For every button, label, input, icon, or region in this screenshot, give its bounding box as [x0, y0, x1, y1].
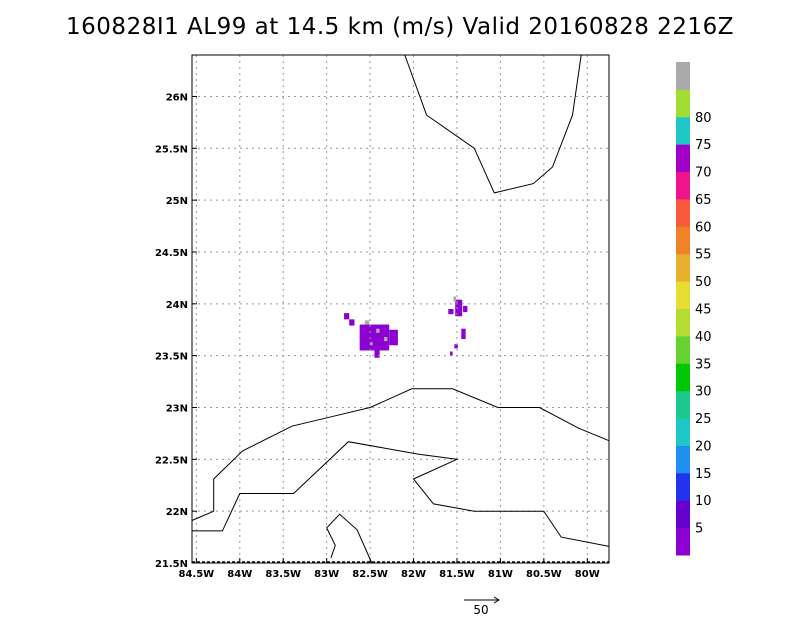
- colorbar-swatch-8: [676, 308, 690, 337]
- colorbar-swatch-2: [676, 472, 690, 501]
- colorbar-label-1: 10: [695, 494, 712, 509]
- velocity-cell-4: [374, 350, 380, 358]
- velocity-cell-10: [455, 299, 463, 317]
- colorbar-label-6: 35: [695, 357, 712, 372]
- colorbar-label-10: 55: [695, 248, 712, 263]
- colorbar-label-3: 20: [695, 439, 712, 454]
- colorbar-label-4: 25: [695, 412, 712, 427]
- coastlines: [191, 54, 610, 564]
- vector-key-label: 50: [473, 603, 488, 617]
- colorbar-swatch-13: [676, 171, 690, 200]
- colorbar: 5 10 15 20 25 30 35 40 45 50 55 60 65 70 75 80: [676, 62, 712, 556]
- velocity-cell-14: [454, 344, 458, 349]
- colorbar-swatch-15: [676, 116, 690, 145]
- velocity-cell-8: [370, 342, 373, 346]
- lat-tick-label-3: 23N: [166, 403, 188, 414]
- colorbar-swatch-10: [676, 253, 690, 282]
- velocity-cell-1: [349, 319, 355, 326]
- colorbar-swatch-14: [676, 144, 690, 173]
- colorbar-swatch-17: [676, 62, 690, 90]
- map-grid: [192, 55, 609, 564]
- lon-tick-label-1: 84W: [227, 569, 252, 580]
- colorbar-label-5: 30: [695, 385, 712, 400]
- colorbar-label-0: 5: [695, 522, 703, 537]
- colorbar-swatch-11: [676, 226, 690, 255]
- velocity-cell-9: [448, 309, 454, 315]
- velocity-cell-12: [453, 296, 457, 302]
- colorbar-label-13: 70: [695, 166, 712, 181]
- colorbar-swatch-6: [676, 363, 690, 392]
- lon-tick-label-5: 82W: [401, 569, 426, 580]
- colorbar-label-7: 40: [695, 330, 712, 345]
- velocity-cell-15: [450, 351, 453, 356]
- lat-tick-label-4: 23.5N: [155, 352, 188, 363]
- lat-tick-label-2: 22.5N: [155, 455, 188, 466]
- colorbar-swatch-7: [676, 335, 690, 364]
- colorbar-label-12: 65: [695, 193, 712, 208]
- velocity-cell-0: [344, 313, 350, 320]
- lat-tick-label-1: 22N: [166, 507, 188, 518]
- colorbar-label-11: 60: [695, 220, 712, 235]
- lon-tick-label-0: 84.5W: [178, 569, 214, 580]
- colorbar-label-14: 75: [695, 138, 712, 153]
- colorbar-swatch-5: [676, 390, 690, 419]
- lat-tick-label-8: 25.5N: [155, 144, 188, 155]
- velocity-cell-5: [364, 320, 370, 325]
- velocity-cell-13: [461, 328, 466, 340]
- colorbar-swatch-12: [676, 198, 690, 227]
- lat-tick-label-0: 21.5N: [155, 559, 188, 570]
- colorbar-swatch-1: [676, 500, 690, 529]
- vector-key-arrowhead: [493, 596, 500, 604]
- coastline-0: [404, 54, 582, 194]
- lat-tick-label-9: 26N: [166, 92, 188, 103]
- lat-tick-label-7: 25N: [166, 196, 188, 207]
- colorbar-label-8: 45: [695, 303, 712, 318]
- map-frame: [191, 54, 610, 564]
- lon-tick-label-8: 80.5W: [526, 569, 562, 580]
- colorbar-swatch-9: [676, 281, 690, 309]
- lon-tick-label-7: 81W: [488, 569, 513, 580]
- colorbar-swatch-4: [676, 418, 690, 446]
- colorbar-label-2: 15: [695, 467, 712, 482]
- axis-ticks: 84.5W 84W 83.5W 83W 82.5W 82W 81.5W 81W 80.5W 80W…: [155, 92, 600, 580]
- coastline-3: [326, 513, 373, 564]
- velocity-cells: [344, 296, 468, 358]
- lat-tick-label-5: 24N: [166, 300, 188, 311]
- velocity-cell-11: [463, 305, 468, 313]
- colorbar-label-15: 80: [695, 111, 712, 126]
- vector-key: 50: [464, 596, 500, 617]
- colorbar-swatch-0: [676, 527, 690, 556]
- coastline-1: [191, 388, 610, 521]
- colorbar-swatch-16: [676, 89, 690, 118]
- colorbar-swatch-3: [676, 445, 690, 474]
- lon-tick-label-9: 80W: [575, 569, 600, 580]
- lon-tick-label-2: 83.5W: [265, 569, 301, 580]
- lat-tick-label-6: 24.5N: [155, 248, 188, 259]
- coastline-2: [192, 441, 610, 547]
- lon-tick-label-6: 81.5W: [439, 569, 475, 580]
- lon-tick-label-4: 82.5W: [352, 569, 388, 580]
- velocity-cell-6: [376, 328, 380, 333]
- colorbar-label-9: 50: [695, 275, 712, 290]
- lon-tick-label-3: 83W: [314, 569, 339, 580]
- velocity-cell-3: [389, 329, 398, 346]
- velocity-cell-7: [383, 336, 388, 342]
- chart-title: 160828I1 AL99 at 14.5 km (m/s) Valid 201…: [66, 14, 734, 40]
